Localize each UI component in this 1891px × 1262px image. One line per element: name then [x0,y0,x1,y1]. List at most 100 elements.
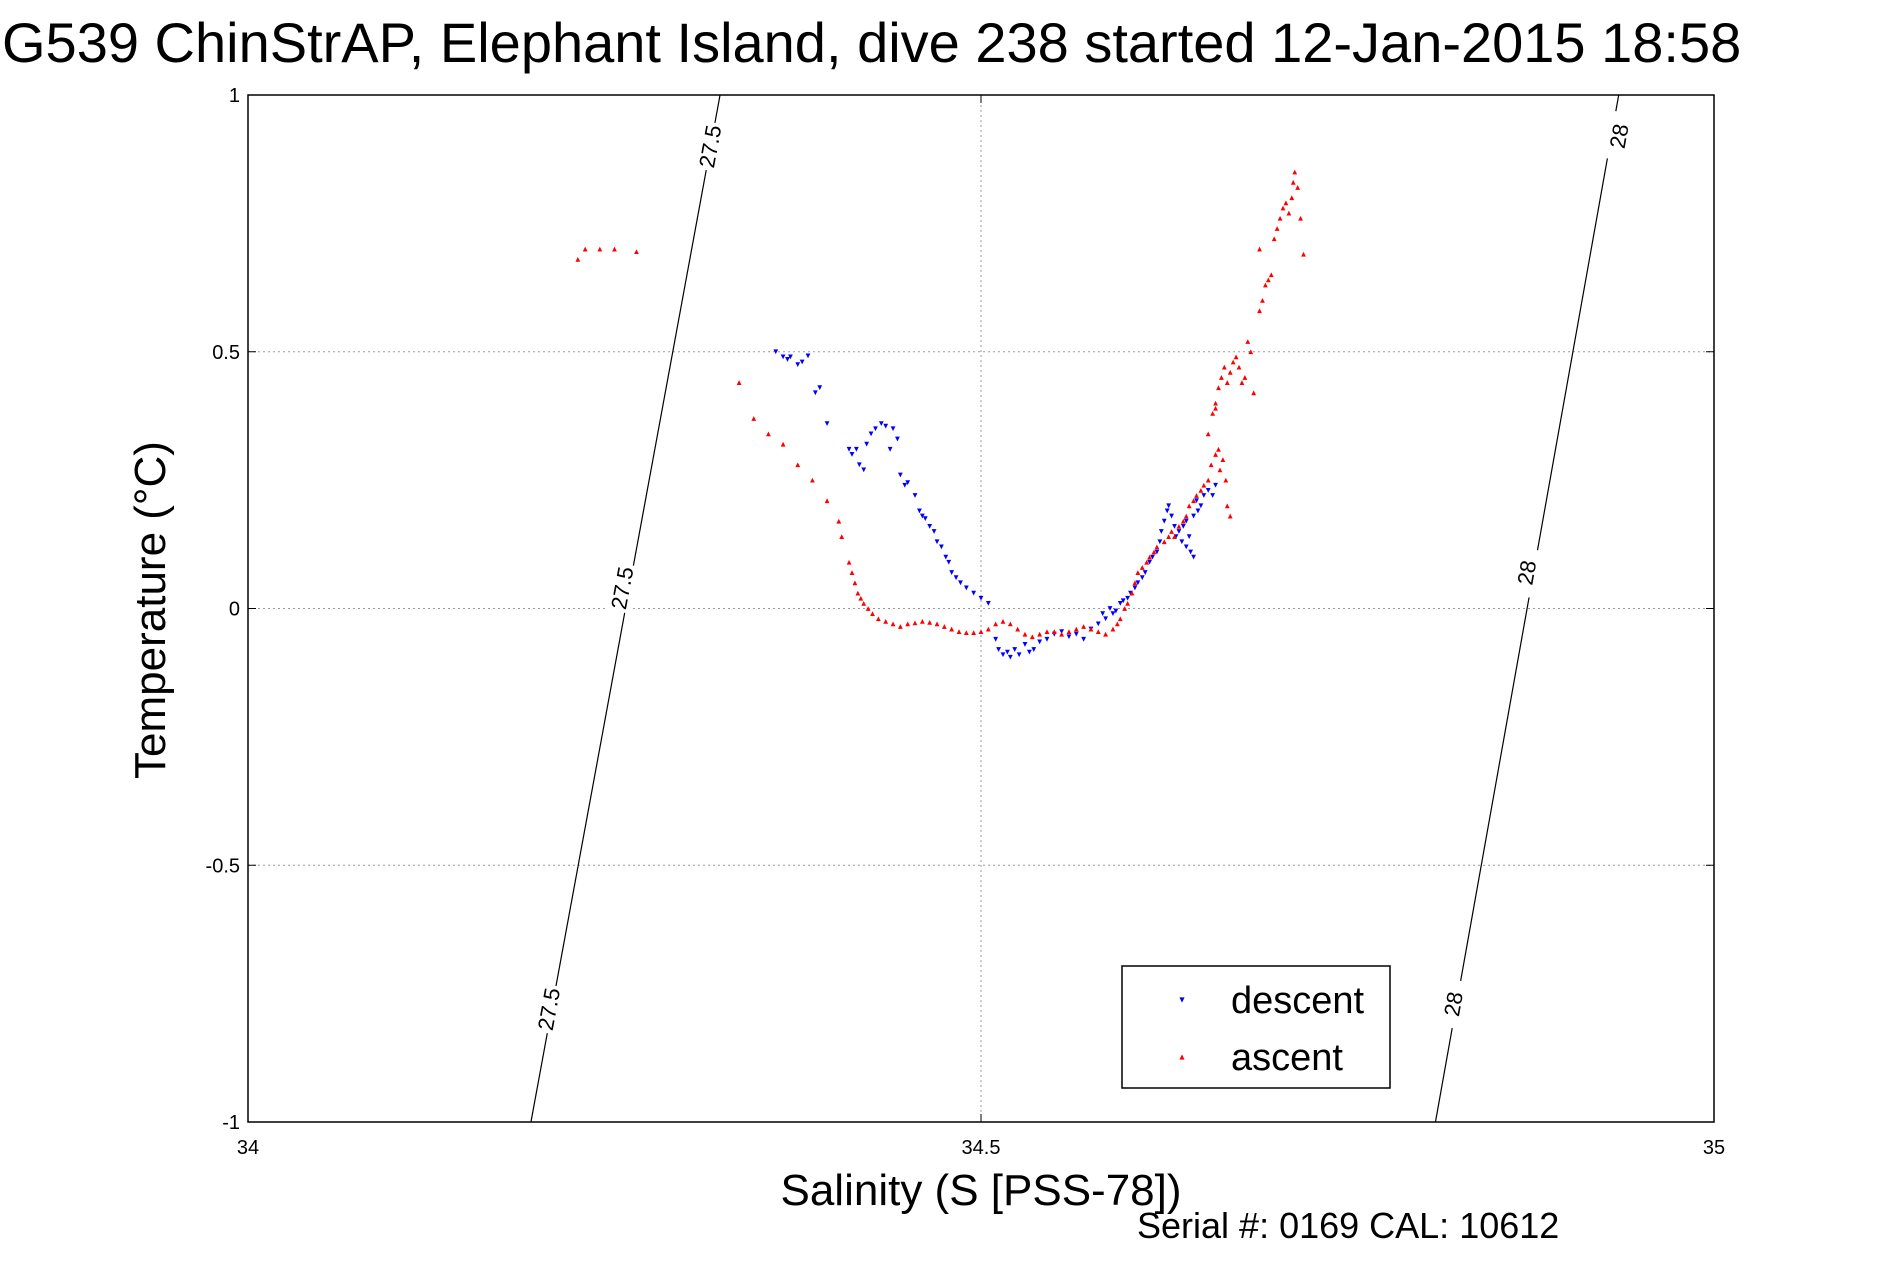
x-axis-label: Salinity (S [PSS-78]) [780,1166,1181,1215]
descent-point [780,354,786,360]
ascent-point [849,570,855,575]
ascent-point [985,626,991,632]
descent-point [1166,503,1172,509]
descent-point [919,513,925,519]
ascent-point [919,618,925,624]
ascent-point [1283,200,1289,206]
ascent-point [839,534,845,540]
descent-point [1073,631,1079,637]
x-tick-label: 34 [237,1137,259,1159]
ascent-point [897,624,903,629]
descent-point [897,472,903,478]
descent-point [902,482,908,488]
ascent-point [1289,195,1295,201]
ascent-point [1051,629,1057,635]
ascent-point [1216,385,1221,391]
ascent-point [1292,169,1298,175]
ascent-point [1088,626,1094,632]
ascent-point [1242,375,1248,380]
descent-point [846,446,852,452]
descent-point [887,446,893,452]
ascent-point [1280,205,1286,211]
ascent-point [1191,498,1196,504]
descent-point [953,575,959,581]
ascent-point [1066,629,1072,635]
descent-point [1000,652,1006,658]
legend-entries: descent ascent [1179,980,1365,1079]
descent-point [1037,639,1043,645]
descent-point [1195,508,1201,514]
descent-point [934,539,940,545]
descent-point [949,570,955,575]
descent-point [895,436,900,442]
ascent-point [1227,369,1233,375]
descent-point [1110,611,1116,617]
descent-point [817,385,823,391]
y-tick-label: -0.5 [206,855,240,877]
descent-point [939,544,944,550]
descent-point [905,480,911,486]
descent-point [1139,575,1145,581]
descent-point [1066,634,1072,640]
legend: descent ascent [1121,965,1391,1089]
descent-point [917,508,922,514]
ascent-point [1268,272,1274,278]
ascent-point [875,616,881,622]
descent-point [1201,493,1207,498]
descent-point [1161,518,1167,524]
contour-label: 27.5 [694,123,726,170]
ascent-point [634,249,639,255]
descent-point [1135,580,1141,586]
grid-lines [248,95,1714,1122]
descent-point [1016,652,1022,658]
ascent-point [1210,410,1216,416]
descent-point [1107,606,1113,611]
descent-point [1150,554,1155,560]
ascent-point [1239,380,1245,385]
ascent-point [1095,629,1101,635]
ascent-point [949,626,955,632]
descent-point [812,390,818,396]
descent-point [1031,647,1037,652]
descent-point [1026,649,1032,655]
descent-point [946,559,952,565]
ascent-point [1103,631,1109,637]
ascent-point [1044,629,1050,635]
ascent-point [865,606,871,611]
legend-marker-ascent [1179,1054,1185,1060]
descent-point [1132,585,1138,591]
descent-point [799,359,805,365]
descent-point [1180,523,1186,529]
tick-labels: 34 34.5 35 -1 -0.5 0 0.5 1 [206,85,1726,1159]
descent-point [985,600,991,606]
descent-point [1157,539,1163,545]
descent-point [1113,608,1119,614]
descent-point [996,647,1001,652]
descent-point [1205,487,1211,493]
ascent-point [1213,452,1218,457]
descent-point [931,529,937,534]
ascent-point [1144,559,1150,565]
ascent-point [780,441,786,447]
descent-point [1059,629,1065,635]
ascent-point [1161,539,1167,545]
descent-point [1191,554,1196,560]
ascent-point [941,624,947,629]
descent-point [1188,549,1194,555]
descent-point [922,516,928,522]
ascent-point [963,630,969,636]
descent-point [963,585,969,591]
ascent-point [1110,626,1116,632]
contour-label-background [1509,546,1544,599]
ascent-point [870,611,875,617]
ascent-point [1236,364,1242,370]
ascent-point [1029,634,1035,640]
descent-point [890,426,896,432]
descent-point [1095,621,1101,627]
ascent-point [1172,534,1177,540]
descent-point [1172,523,1177,529]
ascent-point [1135,570,1141,575]
ascent-point [1290,179,1296,185]
ascent-point [993,621,999,627]
